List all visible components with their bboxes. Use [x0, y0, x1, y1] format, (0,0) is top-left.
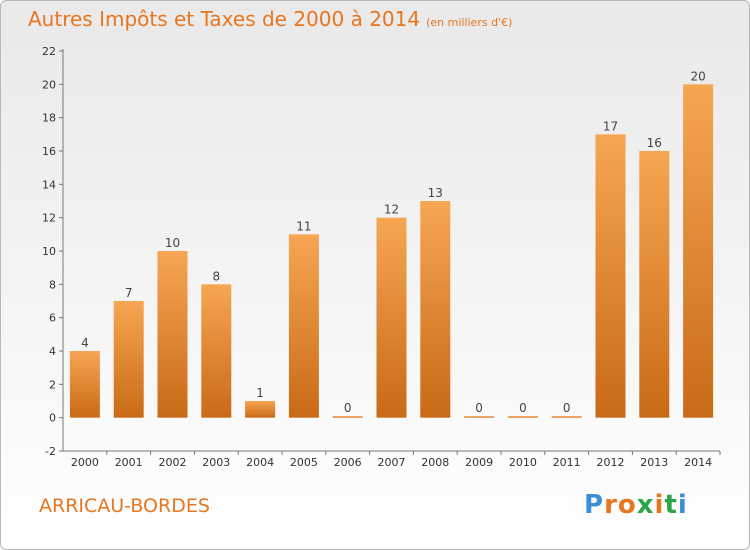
logo-letter: o	[617, 490, 637, 520]
bar	[332, 416, 363, 418]
chart-title-unit: (en milliers d'€)	[426, 16, 513, 29]
x-tick-label: 2001	[115, 456, 143, 469]
data-label: 0	[519, 401, 527, 415]
y-tick-label: 12	[42, 212, 56, 225]
x-tick-label: 2007	[378, 456, 406, 469]
logo-letter: P	[584, 490, 605, 520]
y-tick-label: 14	[42, 178, 56, 191]
data-label: 11	[296, 219, 311, 233]
x-tick-label: 2012	[597, 456, 625, 469]
bar	[288, 234, 319, 418]
y-tick-label: 10	[42, 245, 56, 258]
x-tick-label: 2014	[684, 456, 712, 469]
y-tick-label: 6	[49, 312, 56, 325]
x-tick-label: 2009	[465, 456, 493, 469]
data-label: 10	[165, 236, 180, 250]
bar	[683, 84, 714, 418]
chart-title: Autres Impôts et Taxes de 2000 à 2014 (en…	[28, 7, 512, 31]
y-tick-label: 2	[49, 378, 56, 391]
x-tick-label: 2008	[421, 456, 449, 469]
bar	[551, 416, 582, 418]
data-label: 17	[603, 119, 618, 133]
bar	[420, 201, 451, 418]
x-tick-label: 2003	[202, 456, 230, 469]
x-tick-label: 2006	[334, 456, 362, 469]
bar	[639, 151, 670, 418]
logo-letter: r	[604, 490, 618, 520]
data-label: 7	[125, 286, 133, 300]
bar	[69, 351, 100, 418]
bar	[595, 134, 626, 418]
logo-letter: t	[664, 490, 678, 520]
logo-letter: x	[636, 490, 655, 520]
data-label: 0	[344, 401, 352, 415]
data-label: 20	[690, 69, 705, 83]
x-tick-label: 2000	[71, 456, 99, 469]
y-tick-label: 8	[49, 278, 56, 291]
commune-name: ARRICAU-BORDES	[39, 495, 210, 517]
bar	[113, 301, 144, 418]
data-label: 4	[81, 336, 89, 350]
data-label: 16	[647, 136, 662, 150]
bar	[157, 251, 188, 418]
x-tick-label: 2011	[553, 456, 581, 469]
x-tick-label: 2010	[509, 456, 537, 469]
logo-letter: i	[677, 490, 688, 520]
y-tick-label: 20	[42, 78, 56, 91]
x-tick-label: 2013	[640, 456, 668, 469]
data-label: 8	[212, 269, 220, 283]
data-label: 1	[256, 386, 264, 400]
y-tick-label: -2	[45, 445, 56, 458]
data-label: 12	[384, 203, 399, 217]
logo-letter: i	[654, 490, 665, 520]
bar	[201, 284, 232, 418]
bar	[245, 401, 276, 418]
y-tick-label: 4	[49, 345, 56, 358]
x-tick-label: 2005	[290, 456, 318, 469]
bar	[464, 416, 495, 418]
data-label: 13	[428, 186, 443, 200]
bar	[376, 217, 407, 418]
bar	[507, 416, 538, 418]
y-tick-label: 16	[42, 145, 56, 158]
proxiti-logo: Proxiti	[584, 490, 688, 520]
x-tick-label: 2004	[246, 456, 274, 469]
chart-title-main: Autres Impôts et Taxes de 2000 à 2014	[28, 7, 421, 31]
data-label: 0	[563, 401, 571, 415]
y-tick-label: 0	[49, 412, 56, 425]
y-tick-label: 18	[42, 112, 56, 125]
data-label: 0	[475, 401, 483, 415]
x-tick-label: 2002	[159, 456, 187, 469]
y-tick-label: 22	[42, 45, 56, 58]
